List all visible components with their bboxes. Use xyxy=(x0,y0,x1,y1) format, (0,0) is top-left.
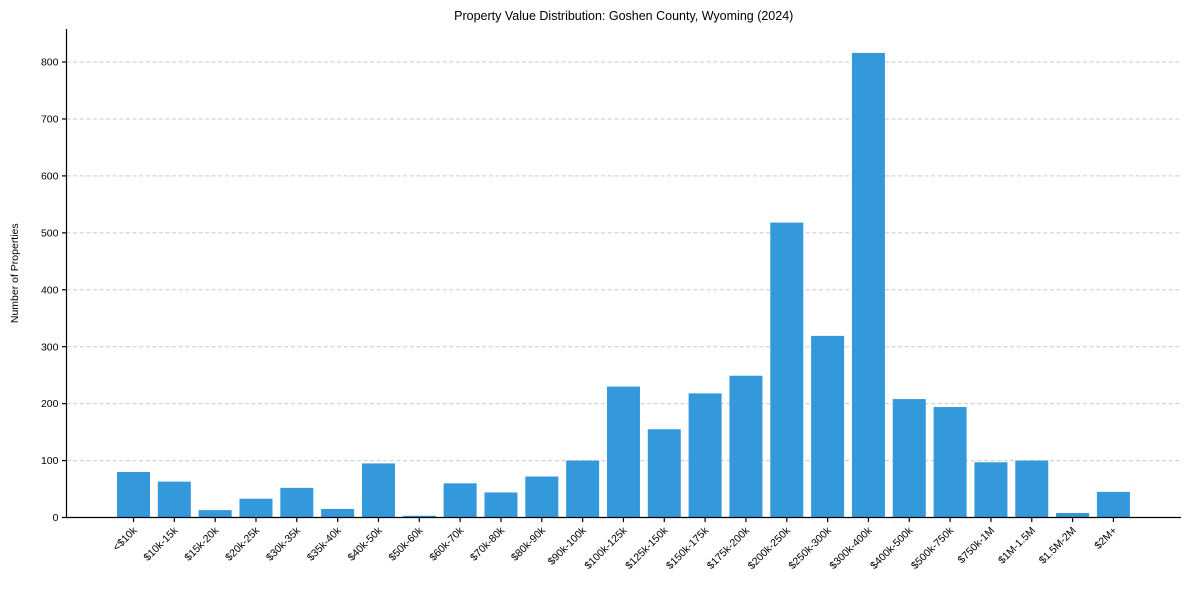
axes xyxy=(62,29,1181,522)
bar xyxy=(566,460,600,518)
x-tick-label: $40k-50k xyxy=(346,524,386,564)
x-tick-label: $175k-200k xyxy=(705,524,753,572)
bar xyxy=(811,335,845,518)
bar xyxy=(1015,460,1049,518)
chart-title: Property Value Distribution: Goshen Coun… xyxy=(454,9,793,23)
y-tick-label: 300 xyxy=(41,341,59,353)
bar xyxy=(606,386,640,518)
x-tick-label: $1M-1.5M xyxy=(996,525,1038,567)
x-tick-label: $15k-20k xyxy=(182,524,222,564)
x-tick-label: $35k-40k xyxy=(305,524,345,564)
y-tick-label: 200 xyxy=(41,398,59,410)
bar xyxy=(933,407,967,518)
bar xyxy=(729,375,763,518)
x-tick-label: $300k-400k xyxy=(827,524,875,572)
x-tick-label: $30k-35k xyxy=(264,524,304,564)
x-tick-label: $60k-70k xyxy=(427,524,467,564)
bar xyxy=(647,429,681,518)
bar xyxy=(892,399,926,518)
y-tick-label: 400 xyxy=(41,284,59,296)
x-tick-label: $750k-1M xyxy=(956,525,998,567)
x-tick-label: <$10k xyxy=(111,524,140,553)
x-tick-label: $400k-500k xyxy=(868,524,916,572)
bar xyxy=(239,498,273,518)
bars-group xyxy=(117,52,1130,518)
x-tick-label: $250k-300k xyxy=(786,524,834,572)
x-tick-label: $70k-80k xyxy=(468,524,508,564)
y-tick-label: 800 xyxy=(41,57,59,69)
bar xyxy=(402,515,436,518)
bar xyxy=(974,462,1008,518)
bar xyxy=(1056,512,1090,518)
bar xyxy=(117,471,150,518)
x-tick-label: $100k-125k xyxy=(582,524,630,572)
bar xyxy=(770,222,804,518)
y-axis-label: Number of Properties xyxy=(9,223,21,323)
y-tick-label: 500 xyxy=(41,227,59,239)
bar xyxy=(157,481,191,518)
x-tick-label: $500k-750k xyxy=(909,524,957,572)
bar xyxy=(443,483,477,518)
bar xyxy=(688,393,722,518)
x-tick-label: $10k-15k xyxy=(141,524,181,564)
x-tick-label: $80k-90k xyxy=(509,524,549,564)
x-tick-labels: <$10k $10k-15k $15k-20k $20k-25k $30k-35k $35… xyxy=(111,524,1120,572)
y-tick-label: 600 xyxy=(41,170,59,182)
y-tick-label: 100 xyxy=(41,455,59,467)
y-tick-labels: 0 100 200 300 400 500 600 700 800 xyxy=(41,57,59,524)
y-tick-label: 700 xyxy=(41,114,59,126)
bar xyxy=(321,508,355,518)
bar xyxy=(484,492,518,518)
bar xyxy=(1096,491,1130,518)
x-tick-label: $150k-175k xyxy=(664,524,712,572)
y-tick-label: 0 xyxy=(53,512,59,524)
x-tick-label: $20k-25k xyxy=(223,524,263,564)
x-tick-label: $2M+ xyxy=(1092,525,1119,552)
x-tick-label: $125k-150k xyxy=(623,524,671,572)
bar xyxy=(525,476,559,518)
x-tick-label: $1.5M-2M xyxy=(1037,525,1079,567)
bar xyxy=(280,487,314,518)
bar xyxy=(851,52,885,518)
x-tick-label: $50k-60k xyxy=(386,524,426,564)
x-tick-label: $90k-100k xyxy=(546,524,590,568)
x-tick-label: $200k-250k xyxy=(746,524,794,572)
bar xyxy=(198,510,232,518)
bar xyxy=(361,463,395,518)
